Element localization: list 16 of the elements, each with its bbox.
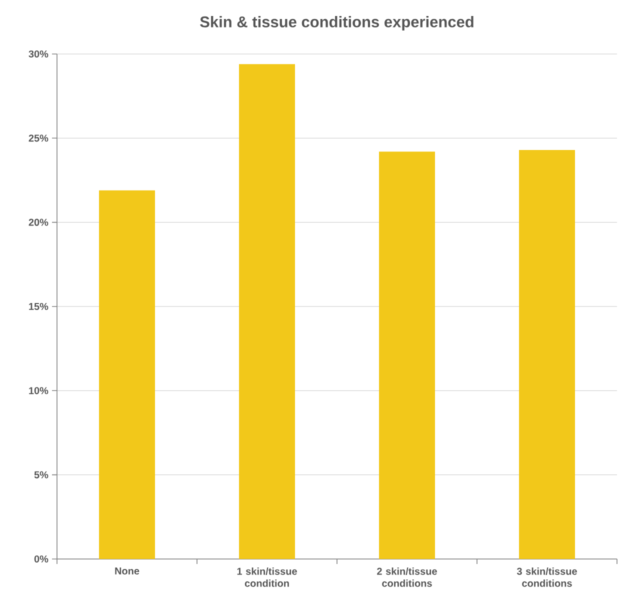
bar bbox=[379, 152, 435, 559]
x-tick-label: 1 skin/tissue condition bbox=[237, 568, 297, 587]
y-tick-label: 30% bbox=[28, 50, 48, 58]
y-tick-label: 25% bbox=[28, 134, 48, 142]
y-tick-label: 10% bbox=[29, 387, 48, 394]
x-tick-label: 2 skin/tissue conditions bbox=[377, 568, 437, 587]
y-tick-label: 5% bbox=[34, 471, 48, 478]
bar bbox=[239, 64, 295, 559]
chart-title: Skin & tissue conditions experienced bbox=[200, 16, 474, 30]
bar bbox=[99, 190, 155, 559]
x-tick-label: 3 skin/tissue conditions bbox=[516, 568, 577, 587]
y-tick-label: 0% bbox=[34, 555, 48, 563]
y-tick-label: 15% bbox=[29, 302, 48, 310]
bar bbox=[519, 150, 575, 559]
x-tick-label: None bbox=[115, 568, 140, 574]
y-tick-label: 20% bbox=[28, 218, 48, 226]
